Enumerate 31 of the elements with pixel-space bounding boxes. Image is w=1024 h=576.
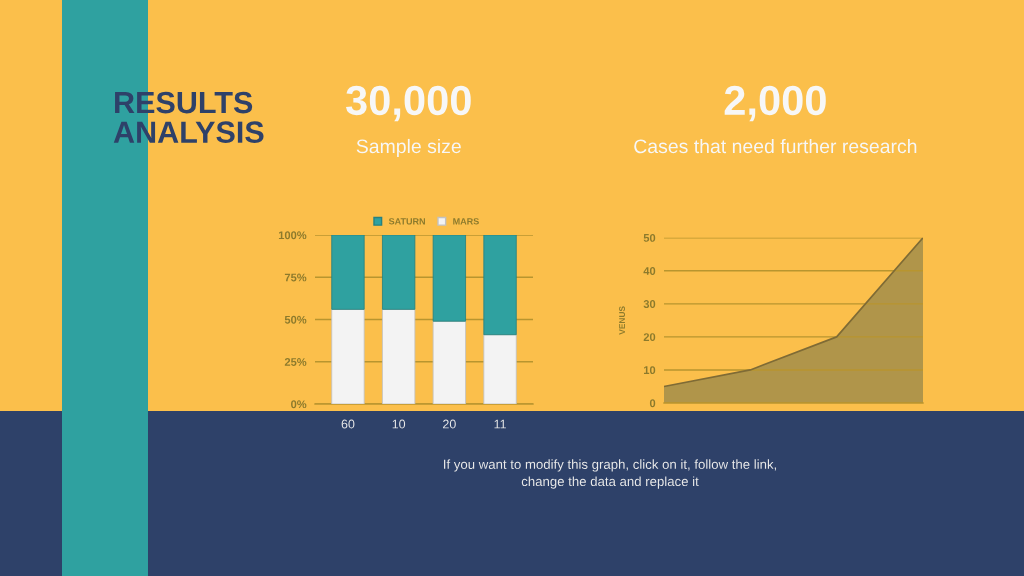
y-tick-label: 50: [643, 233, 656, 242]
chart-title: 30,000: [345, 85, 471, 122]
bar: [382, 235, 416, 310]
y-tick-label: 75%: [284, 273, 307, 282]
y-tick-label: 0%: [291, 400, 307, 409]
bar: [382, 308, 416, 404]
x-tick-label: 20: [443, 419, 456, 429]
legend-label: MARS: [453, 218, 479, 225]
x-tick-label: 60: [341, 419, 355, 429]
x-tick-label: 11: [494, 419, 506, 429]
bar: [331, 308, 365, 404]
bar: [483, 235, 517, 336]
chart-subtitle: Sample size: [356, 138, 461, 158]
bar: [432, 235, 466, 322]
y-tick-label: 50%: [284, 315, 307, 324]
bar: [432, 320, 466, 404]
y-tick-label: 25%: [284, 358, 307, 366]
chart-subtitle: Cases that need further research: [634, 138, 917, 154]
text: If you want to modify this graph, click on it, follow the link, change the data and replace it: [444, 459, 777, 489]
legend-label: SATURN: [388, 218, 425, 225]
y-tick-label: 20: [643, 333, 656, 342]
y-tick-label: 30: [643, 300, 656, 308]
chart-title: 2,000: [724, 85, 826, 122]
x-tick-label: 10: [392, 419, 406, 429]
y-tick-label: 10: [644, 366, 656, 375]
y-tick-label: 40: [643, 267, 656, 275]
y-axis-title: VENUS: [619, 306, 625, 335]
y-tick-label: 0: [649, 399, 656, 408]
bar: [483, 334, 517, 404]
y-tick-label: 100%: [278, 231, 307, 240]
bar: [331, 235, 365, 310]
